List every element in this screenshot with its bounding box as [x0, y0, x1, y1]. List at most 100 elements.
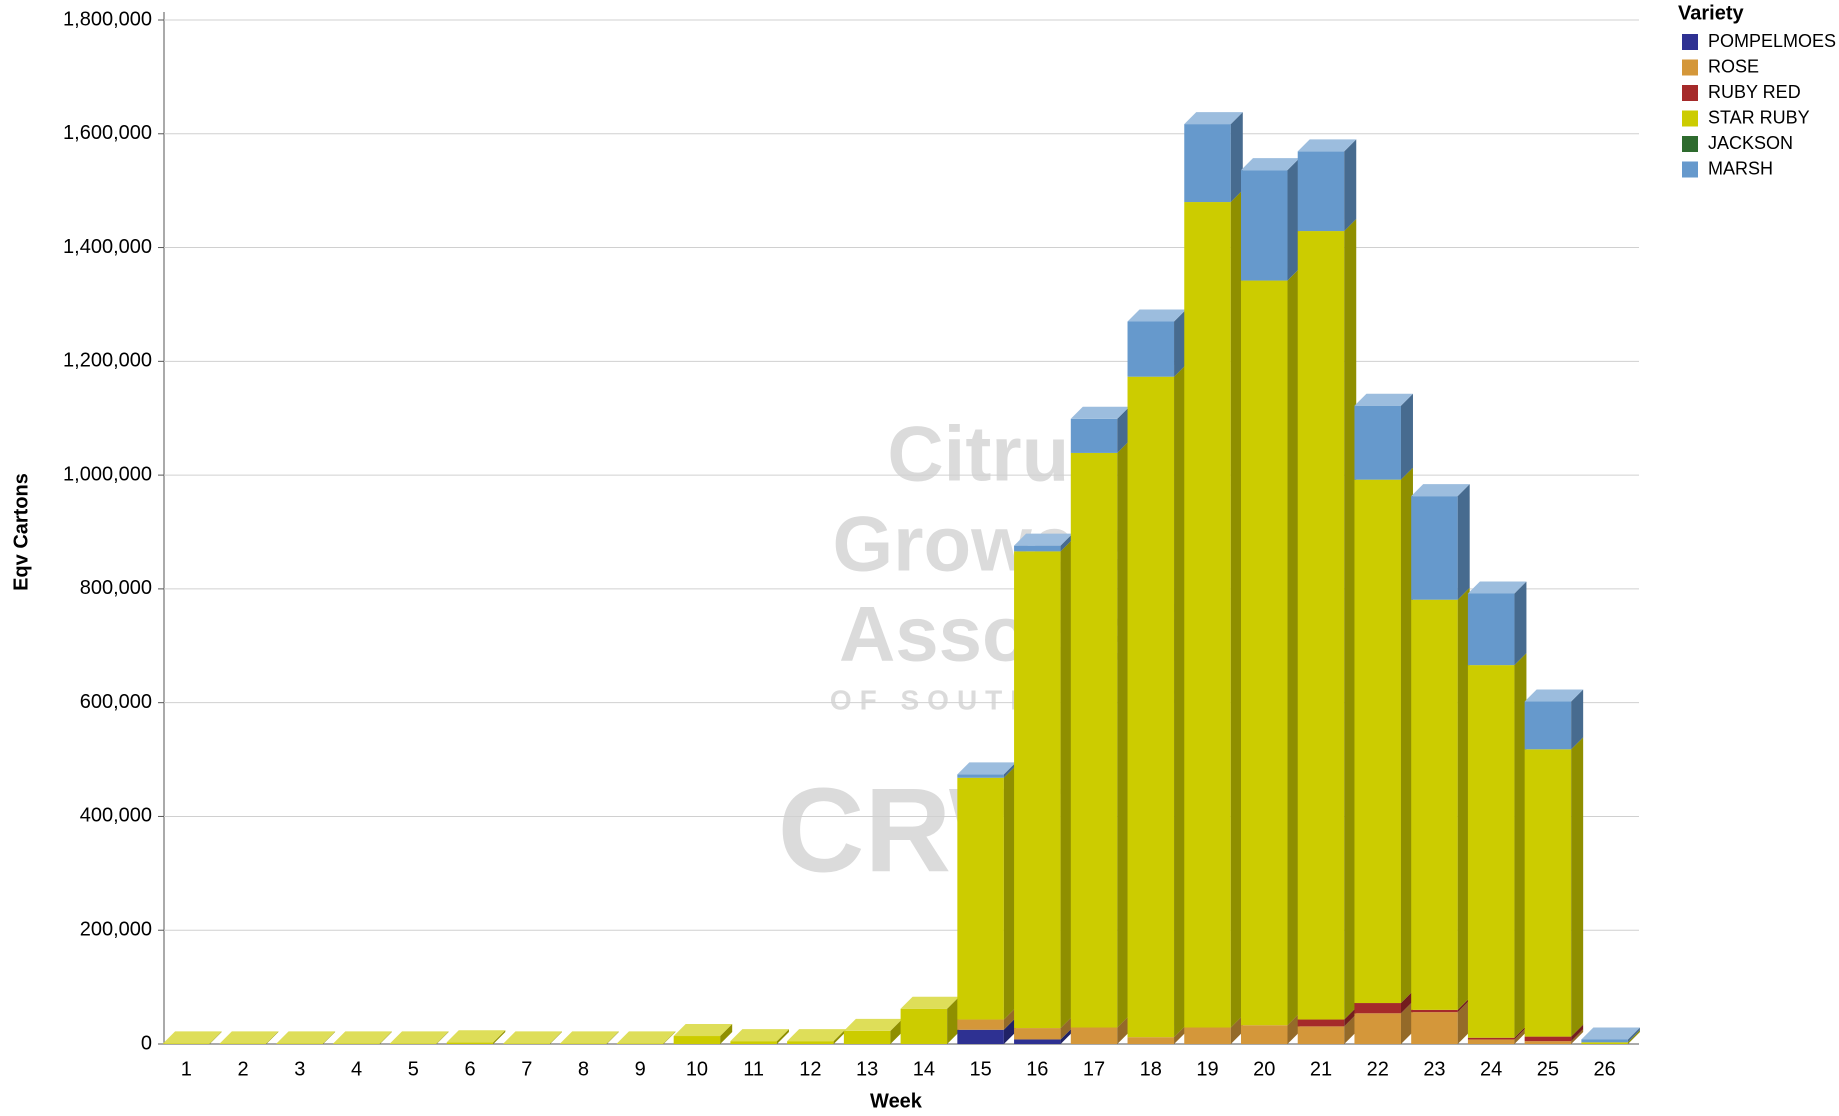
bar-segment — [1297, 151, 1345, 232]
bar-side — [1003, 765, 1016, 1020]
bar-top — [1524, 689, 1584, 702]
x-tick-label: 2 — [238, 1058, 249, 1080]
legend-swatch — [1682, 85, 1698, 101]
bar-segment — [1184, 1027, 1231, 1044]
bar-side — [1174, 309, 1187, 377]
bar-side — [1230, 190, 1243, 1028]
bar-top — [1070, 406, 1130, 419]
bar-side — [947, 996, 960, 1044]
legend-label: ROSE — [1708, 56, 1759, 76]
bar-segment — [1240, 170, 1288, 281]
y-tick-label: 400,000 — [80, 805, 152, 827]
bar-side — [379, 1031, 392, 1044]
legend-label: RUBY RED — [1708, 82, 1801, 102]
bar-side — [323, 1031, 336, 1044]
x-tick-label: 13 — [856, 1058, 878, 1080]
bar-side — [1003, 1017, 1016, 1044]
bar-side — [1514, 653, 1527, 1038]
x-tick-label: 8 — [578, 1058, 589, 1080]
bar-side — [1003, 762, 1016, 778]
bar-segment — [1184, 202, 1231, 1028]
bar-segment — [1070, 452, 1118, 1028]
bar-side — [890, 1018, 903, 1044]
x-tick-label: 5 — [408, 1058, 419, 1080]
bar-side — [436, 1031, 449, 1044]
bar-side — [1060, 533, 1073, 552]
bar-segment — [1411, 599, 1458, 1010]
bar-segment — [1070, 1027, 1118, 1044]
bar-side — [1287, 1013, 1300, 1044]
bar-segment — [1581, 1042, 1628, 1044]
bar-segment — [1014, 1028, 1061, 1040]
bar-top — [560, 1031, 619, 1044]
bar-segment — [333, 1043, 380, 1044]
bar-segment — [1467, 665, 1515, 1038]
x-tick-label: 12 — [799, 1058, 821, 1080]
bar-side — [1174, 1025, 1187, 1044]
bar-segment — [1411, 1009, 1458, 1013]
bar-side — [1287, 268, 1300, 1026]
bar-segment — [1354, 405, 1401, 480]
bar-side — [1400, 393, 1413, 480]
bar-side — [776, 1029, 789, 1044]
bar-side — [1400, 1001, 1413, 1044]
x-tick-label: 18 — [1140, 1058, 1162, 1080]
bar-side — [493, 1030, 506, 1044]
bar-top — [163, 1031, 222, 1044]
legend-swatch — [1682, 136, 1698, 152]
legend-swatch — [1682, 110, 1698, 127]
x-tick-label: 15 — [969, 1058, 991, 1080]
bar-side — [266, 1031, 279, 1044]
bar-segment — [163, 1043, 210, 1044]
bar-top — [1354, 393, 1413, 406]
x-tick-label: 9 — [635, 1058, 646, 1080]
bar-segment — [1070, 418, 1118, 453]
y-tick-label: 800,000 — [80, 577, 152, 599]
bar-side — [550, 1031, 563, 1044]
bar-segment — [1014, 551, 1061, 1029]
bar-top — [1581, 1027, 1640, 1040]
y-tick-label: 1,400,000 — [63, 236, 152, 258]
bar-segment — [1467, 1039, 1515, 1044]
bar-side — [1514, 1027, 1527, 1044]
bar-side — [1627, 1027, 1640, 1043]
bar-side — [1571, 1029, 1584, 1044]
bar-segment — [1014, 1039, 1061, 1044]
bar-top — [616, 1031, 676, 1044]
x-tick-label: 21 — [1310, 1058, 1332, 1080]
x-tick-label: 24 — [1480, 1058, 1502, 1080]
bar-segment — [843, 1030, 891, 1044]
legend-swatch — [1682, 59, 1698, 76]
bar-segment — [1354, 479, 1401, 1004]
bar-side — [1117, 440, 1130, 1028]
legend-label: STAR RUBY — [1708, 107, 1810, 127]
bar-segment — [900, 1008, 948, 1044]
bar-side — [663, 1031, 676, 1044]
x-tick-label: 16 — [1026, 1058, 1048, 1080]
bar-segment — [219, 1043, 267, 1044]
bar-top — [1127, 309, 1187, 322]
bar-side — [1060, 1016, 1073, 1040]
bar-segment — [1127, 376, 1175, 1038]
bar-side — [1344, 1014, 1357, 1044]
bar-segment — [1411, 496, 1458, 600]
bar-segment — [1411, 1012, 1458, 1044]
bar-side — [606, 1031, 619, 1044]
bar-segment — [673, 1036, 721, 1044]
bar-side — [1514, 1025, 1527, 1040]
y-tick-label: 600,000 — [80, 691, 152, 713]
bar-top — [390, 1031, 449, 1044]
x-tick-label: 20 — [1253, 1058, 1275, 1080]
bar-side — [1230, 1015, 1243, 1044]
bar-side — [1117, 1015, 1130, 1044]
bar-segment — [1297, 1026, 1345, 1044]
bar-side — [720, 1024, 733, 1044]
bar-side — [1003, 1007, 1016, 1030]
bar-segment — [1240, 1025, 1288, 1044]
bar-side — [1400, 991, 1413, 1014]
bar-top — [1467, 581, 1527, 594]
bar-top — [730, 1029, 789, 1042]
bar-side — [1457, 997, 1470, 1013]
bar-segment — [1297, 231, 1345, 1020]
y-tick-label: 200,000 — [80, 919, 152, 941]
